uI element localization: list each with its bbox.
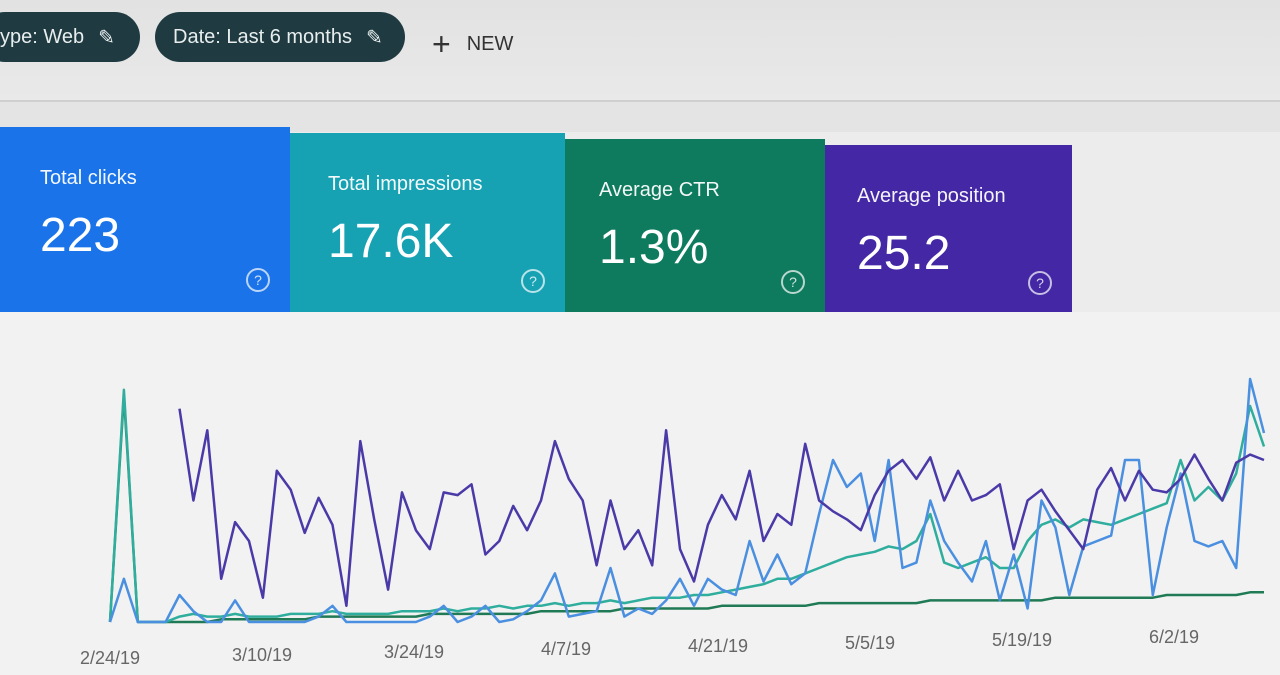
chip-label: ype: Web [0, 25, 85, 48]
series-line [108, 377, 1266, 624]
series-line [108, 388, 1266, 624]
x-tick-label: 3/24/19 [384, 642, 444, 662]
card-title: Average position [857, 185, 1006, 207]
series-line [108, 393, 1264, 624]
card-value: 17.6K [328, 215, 454, 268]
x-tick-label: 5/19/19 [992, 630, 1052, 650]
x-tick-label: 6/2/19 [1149, 627, 1199, 647]
metric-card-average-position[interactable]: Average position 25.2 ? [825, 145, 1072, 315]
help-icon[interactable]: ? [246, 268, 270, 292]
card-title: Total clicks [40, 167, 137, 189]
card-value: 1.3% [599, 221, 709, 274]
search-type-filter-chip[interactable]: ype: Web ✎ [0, 12, 140, 62]
help-icon[interactable]: ? [1028, 271, 1052, 295]
x-tick-label: 2/24/19 [80, 648, 140, 668]
help-icon[interactable]: ? [521, 269, 545, 293]
filter-bar: ype: Web ✎ Date: Last 6 months ✎ + NEW [0, 0, 1280, 102]
x-tick-label: 4/7/19 [541, 639, 591, 659]
plus-icon: + [432, 26, 451, 62]
metric-card-total-clicks[interactable]: Total clicks 223 ? [0, 127, 290, 312]
series-line [178, 408, 1265, 608]
x-tick-label: 5/5/19 [845, 633, 895, 653]
metric-card-total-impressions[interactable]: Total impressions 17.6K ? [290, 133, 565, 313]
x-tick-label: 3/10/19 [232, 645, 292, 665]
date-filter-chip[interactable]: Date: Last 6 months ✎ [155, 12, 405, 62]
chip-label: Date: Last 6 months [173, 25, 352, 48]
card-value: 25.2 [857, 227, 951, 280]
metric-card-average-ctr[interactable]: Average CTR 1.3% ? [565, 139, 825, 314]
card-title: Average CTR [599, 179, 720, 201]
edit-pencil-icon[interactable]: ✎ [365, 26, 383, 49]
new-label: NEW [466, 33, 514, 55]
card-value: 223 [40, 209, 121, 262]
edit-pencil-icon[interactable]: ✎ [98, 26, 115, 49]
x-tick-label: 4/21/19 [688, 636, 748, 656]
card-title: Total impressions [328, 173, 483, 195]
help-icon[interactable]: ? [781, 270, 805, 294]
new-filter-button[interactable]: + NEW [432, 26, 513, 63]
